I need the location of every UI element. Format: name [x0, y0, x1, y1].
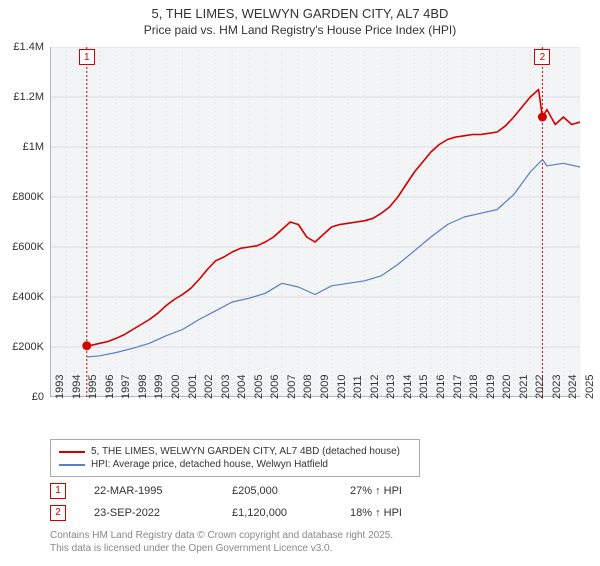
license-text: Contains HM Land Registry data © Crown c…	[50, 529, 600, 555]
legend-swatch	[59, 464, 85, 466]
legend-item: HPI: Average price, detached house, Welw…	[59, 459, 411, 470]
x-axis-label: 2009	[319, 375, 331, 399]
x-axis-label: 1998	[137, 375, 149, 399]
sale-point-row: 1 22-MAR-1995 £205,000 27% ↑ HPI	[50, 483, 600, 499]
legend-box: 5, THE LIMES, WELWYN GARDEN CITY, AL7 4B…	[50, 439, 420, 477]
chart-marker-badge: 2	[534, 49, 550, 65]
x-axis-label: 1993	[54, 375, 66, 399]
chart-subtitle: Price paid vs. HM Land Registry's House …	[0, 23, 600, 37]
y-axis-label: £800K	[0, 191, 44, 203]
y-axis-label: £400K	[0, 291, 44, 303]
x-axis-label: 1997	[120, 375, 132, 399]
x-axis-label: 2002	[203, 375, 215, 399]
sale-point-row: 2 23-SEP-2022 £1,120,000 18% ↑ HPI	[50, 505, 600, 521]
sale-date: 23-SEP-2022	[94, 507, 204, 519]
y-axis-label: £0	[0, 391, 44, 403]
chart-plot-area: £0£200K£400K£600K£800K£1M£1.2M£1.4M19931…	[50, 47, 580, 397]
point-rows: 1 22-MAR-1995 £205,000 27% ↑ HPI 2 23-SEP-202…	[0, 483, 600, 521]
y-axis-label: £1.2M	[0, 91, 44, 103]
sale-note: 18% ↑ HPI	[350, 507, 402, 519]
x-axis-label: 2022	[534, 375, 546, 399]
license-line-2: This data is licensed under the Open Gov…	[50, 542, 600, 555]
chart-title: 5, THE LIMES, WELWYN GARDEN CITY, AL7 4B…	[0, 6, 600, 21]
x-axis-label: 1994	[71, 375, 83, 399]
sale-price: £1,120,000	[232, 507, 322, 519]
license-line-1: Contains HM Land Registry data © Crown c…	[50, 529, 600, 542]
x-axis-label: 2003	[220, 375, 232, 399]
x-axis-label: 2011	[352, 375, 364, 399]
x-axis-label: 2023	[551, 375, 563, 399]
x-axis-label: 2001	[187, 375, 199, 399]
y-axis-label: £200K	[0, 341, 44, 353]
x-axis-label: 2007	[286, 375, 298, 399]
y-axis-label: £1.4M	[0, 41, 44, 53]
x-axis-label: 2000	[170, 375, 182, 399]
chart-container: 5, THE LIMES, WELWYN GARDEN CITY, AL7 4B…	[0, 6, 600, 566]
legend-swatch	[59, 451, 85, 453]
legend-item: 5, THE LIMES, WELWYN GARDEN CITY, AL7 4B…	[59, 446, 411, 457]
x-axis-label: 2021	[518, 375, 530, 399]
sale-price: £205,000	[232, 485, 322, 497]
x-axis-label: 2010	[336, 375, 348, 399]
x-axis-label: 2019	[485, 375, 497, 399]
x-axis-label: 1995	[87, 375, 99, 399]
x-axis-label: 2005	[253, 375, 265, 399]
x-axis-label: 2025	[584, 375, 596, 399]
x-axis-label: 2008	[302, 375, 314, 399]
x-axis-label: 1996	[104, 375, 116, 399]
x-axis-label: 2006	[269, 375, 281, 399]
chart-marker-badge: 1	[79, 49, 95, 65]
sale-point-badge: 1	[50, 483, 66, 499]
sale-point-badge: 2	[50, 505, 66, 521]
x-axis-label: 2015	[418, 375, 430, 399]
legend-label: 5, THE LIMES, WELWYN GARDEN CITY, AL7 4B…	[91, 446, 400, 457]
x-axis-label: 2016	[435, 375, 447, 399]
y-axis-label: £1M	[0, 141, 44, 153]
x-axis-label: 2020	[501, 375, 513, 399]
x-axis-label: 1999	[153, 375, 165, 399]
sale-note: 27% ↑ HPI	[350, 485, 402, 497]
x-axis-label: 2017	[452, 375, 464, 399]
line-chart-svg	[50, 47, 580, 397]
y-axis-label: £600K	[0, 241, 44, 253]
legend-label: HPI: Average price, detached house, Welw…	[91, 459, 328, 470]
x-axis-label: 2018	[468, 375, 480, 399]
sale-date: 22-MAR-1995	[94, 485, 204, 497]
x-axis-label: 2013	[385, 375, 397, 399]
x-axis-label: 2012	[369, 375, 381, 399]
x-axis-label: 2024	[567, 375, 579, 399]
x-axis-label: 2014	[402, 375, 414, 399]
x-axis-label: 2004	[236, 375, 248, 399]
